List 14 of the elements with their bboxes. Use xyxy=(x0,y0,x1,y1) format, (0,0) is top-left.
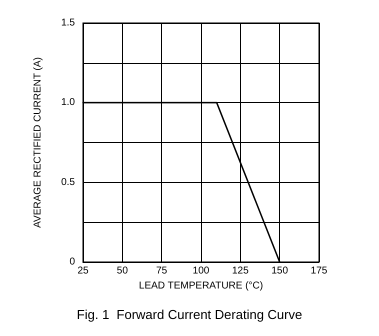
x-tick-label: 100 xyxy=(192,266,210,276)
x-tick-label: 75 xyxy=(156,266,168,276)
y-axis-title: AVERAGE RECTIFIED CURRENT (A) xyxy=(32,57,44,228)
x-tick-label: 150 xyxy=(271,266,288,276)
x-tick-label: 25 xyxy=(77,266,89,276)
text: Fig. 1 Forward Current Derating Curve xyxy=(76,307,302,322)
y-tick-label: 1.0 xyxy=(61,97,76,108)
x-tick-label: 175 xyxy=(310,266,328,276)
x-tick-label: 50 xyxy=(116,266,128,276)
y-tick-label: 0.5 xyxy=(61,176,76,188)
y-tick-label: 1.5 xyxy=(61,18,76,28)
x-tick-label: 125 xyxy=(232,266,250,276)
y-tick-label: 0 xyxy=(69,256,76,268)
x-axis-title: LEAD TEMPERATURE (°C) xyxy=(138,280,264,292)
